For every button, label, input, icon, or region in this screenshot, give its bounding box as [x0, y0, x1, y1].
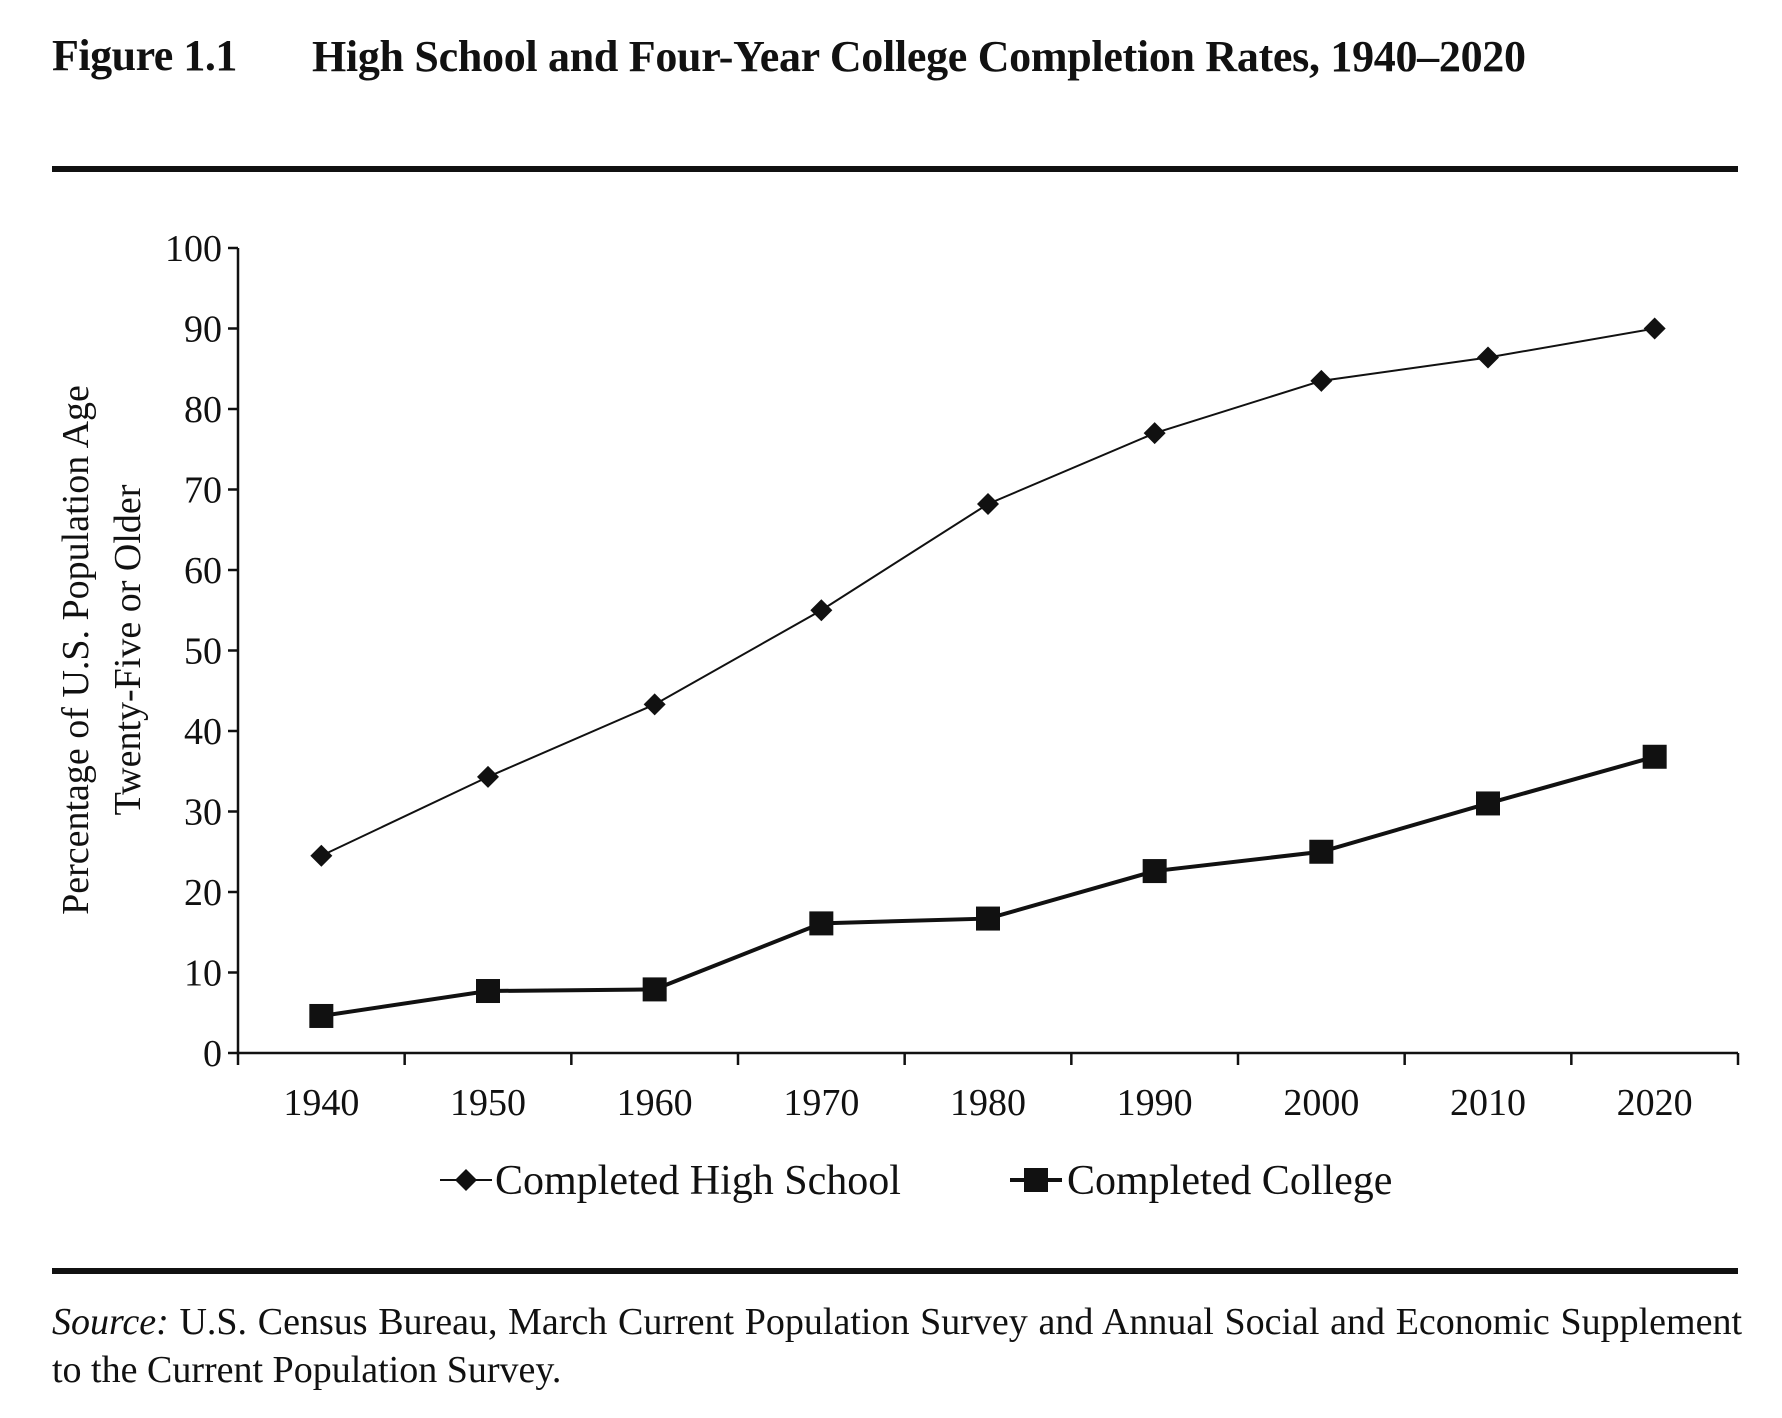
data-point	[476, 979, 500, 1004]
y-tick-label: 50	[184, 631, 222, 673]
x-tick-label: 2020	[1617, 1082, 1693, 1124]
top-rule	[52, 166, 1738, 172]
data-point	[1310, 369, 1333, 392]
y-tick-label: 80	[184, 389, 222, 431]
data-point	[477, 765, 499, 788]
y-axis-label-line1: Percentage of U.S. Population Age	[55, 385, 97, 915]
x-tick-label: 2010	[1450, 1082, 1526, 1124]
figure-title: High School and Four-Year College Comple…	[312, 32, 1526, 81]
legend-marker	[455, 1169, 477, 1191]
data-point	[643, 693, 666, 716]
data-point	[810, 599, 833, 622]
legend-label: Completed High School	[495, 1158, 901, 1204]
x-tick-label: 1990	[1117, 1082, 1193, 1124]
line-chart: Percentage of U.S. Population Age Twenty…	[55, 228, 1740, 1204]
y-axis-label: Percentage of U.S. Population Age Twenty…	[55, 385, 149, 915]
series-line	[320, 327, 1655, 857]
y-tick-label: 20	[184, 872, 222, 914]
source-text: U.S. Census Bureau, March Current Popula…	[52, 1301, 1743, 1391]
x-tick-label: 1950	[450, 1082, 526, 1124]
y-tick-label: 0	[203, 1033, 222, 1075]
data-point	[310, 844, 333, 867]
y-tick-label: 40	[184, 711, 222, 753]
axes: 0 10 20 30 40 50 60 70 80 90 100 1940 1950 1960 1970 19…	[165, 228, 1740, 1124]
source-label: Source:	[52, 1301, 169, 1343]
data-point	[1643, 317, 1666, 340]
data-point	[976, 906, 1000, 931]
x-tick-label: 1940	[283, 1082, 359, 1124]
data-point	[1477, 346, 1499, 369]
data-point	[1142, 859, 1167, 884]
data-point	[1309, 839, 1334, 864]
source-note: Source: U.S. Census Bureau, March Curren…	[52, 1298, 1742, 1394]
y-axis-label-line2: Twenty-Five or Older	[107, 484, 149, 815]
x-tick-label: 2000	[1283, 1082, 1359, 1124]
y-tick-label: 30	[184, 792, 222, 834]
x-tick-label: 1980	[950, 1082, 1026, 1124]
y-tick-label: 70	[184, 470, 222, 512]
data-point	[809, 911, 834, 936]
data-point	[1143, 422, 1166, 445]
legend: Completed High School Completed College	[440, 1158, 1392, 1204]
series-line	[321, 754, 1656, 1018]
figure-label: Figure 1.1	[52, 31, 237, 80]
bottom-rule	[52, 1268, 1738, 1274]
data-point	[642, 977, 667, 1002]
data-point	[309, 1003, 334, 1028]
y-tick-label: 90	[184, 309, 222, 351]
y-tick-label: 60	[184, 550, 222, 592]
x-tick-label: 1960	[617, 1082, 693, 1124]
y-tick-label: 100	[165, 228, 222, 270]
legend-marker	[1024, 1168, 1048, 1192]
series-completed-high-school	[310, 317, 1666, 867]
data-point	[1476, 791, 1500, 816]
y-tick-label: 10	[184, 953, 222, 995]
data-point	[977, 492, 999, 515]
x-tick-label: 1970	[783, 1082, 859, 1124]
series-completed-college	[309, 744, 1667, 1028]
data-point	[1642, 744, 1667, 769]
legend-label: Completed College	[1067, 1158, 1392, 1204]
series-layer	[309, 317, 1667, 1028]
